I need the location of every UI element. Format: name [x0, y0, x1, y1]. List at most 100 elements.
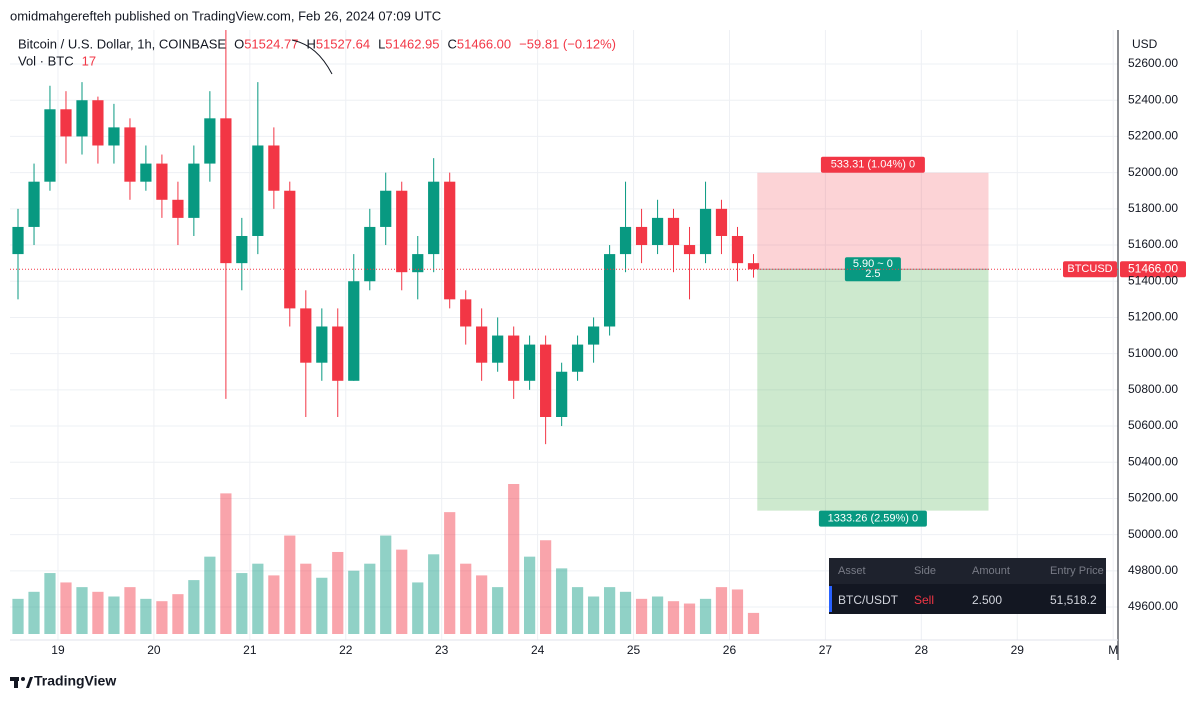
entry-label: 5.90 ~ 0 — [853, 258, 893, 270]
target-label: 1333.26 (2.59%) 0 — [828, 513, 919, 525]
x-tick-label: 26 — [723, 643, 737, 657]
y-tick-label: 51400.00 — [1128, 273, 1178, 287]
candle-body — [492, 335, 504, 363]
candle-body — [635, 226, 648, 246]
table-cell: 51,518.2 — [1050, 593, 1097, 607]
stop-label: 533.31 (1.04%) 0 — [831, 159, 915, 171]
table-header: Entry Price — [1050, 565, 1104, 577]
volume-bar — [364, 563, 376, 634]
candle-body — [188, 163, 200, 218]
ohlc-value: 51527.64 — [316, 36, 370, 51]
volume-bar — [556, 568, 568, 634]
volume-bar — [284, 535, 296, 634]
ohlc-value: 51466.00 — [457, 36, 511, 51]
entry-label-box — [844, 257, 901, 282]
header: omidmahgerefteh published on TradingView… — [10, 8, 441, 23]
symbol-legend: Bitcoin / U.S. Dollar, 1h, COINBASE — [18, 36, 226, 51]
volume-bar — [587, 596, 600, 634]
volume-bar — [12, 598, 24, 634]
candle-body — [476, 326, 488, 363]
volume-bar — [108, 596, 120, 634]
y-tick-label: 52400.00 — [1128, 92, 1178, 106]
row-accent — [829, 586, 832, 612]
candle-body — [651, 217, 664, 246]
x-tick-label: 20 — [147, 643, 161, 657]
candle-body — [60, 109, 72, 137]
table-header: Asset — [838, 565, 866, 577]
currency: USD — [1132, 37, 1158, 51]
symbol-tag: BTCUSD — [1067, 263, 1112, 275]
ohlc-key: L — [378, 36, 385, 51]
candle-body — [524, 344, 536, 381]
y-tick-label: 50600.00 — [1128, 418, 1178, 432]
volume-bar — [220, 493, 232, 634]
volume-bar — [508, 484, 520, 634]
candle-body — [44, 109, 56, 182]
table-header: Side — [914, 565, 936, 577]
x-tick-label: 22 — [339, 643, 353, 657]
candle-body — [364, 226, 376, 282]
candle-body — [571, 344, 584, 372]
volume-bar — [635, 598, 648, 634]
y-tick-label: 51000.00 — [1128, 346, 1178, 360]
volume-bar — [460, 563, 472, 634]
candle-body — [172, 199, 184, 218]
y-tick-label: 52000.00 — [1128, 165, 1178, 179]
volume-bar — [667, 601, 680, 634]
candle-body — [540, 344, 552, 417]
candle-body — [508, 335, 520, 381]
volume-bar — [604, 587, 616, 634]
volume-bar — [60, 582, 72, 634]
candle-body — [300, 308, 312, 363]
volume-bar — [76, 587, 88, 634]
change-value: −59.81 (−0.12%) — [519, 36, 616, 51]
table-cell: Sell — [914, 593, 934, 607]
volume-bar — [396, 549, 408, 634]
candle-body — [428, 181, 440, 255]
y-tick-label: 51600.00 — [1128, 237, 1178, 251]
candle-body — [348, 281, 360, 381]
x-tick-label: 28 — [915, 643, 929, 657]
volume-bar — [28, 591, 40, 634]
candle-body — [316, 326, 328, 363]
volume-bar — [571, 587, 584, 634]
candle-body — [156, 163, 168, 200]
volume-bar — [332, 551, 344, 634]
candle-body — [715, 208, 728, 236]
candle-body — [140, 163, 152, 182]
table-header-bg — [829, 558, 1106, 584]
candle-body — [124, 127, 136, 182]
table-cell: BTC/USDT — [838, 593, 899, 607]
price-tag-box — [1120, 261, 1186, 278]
candle-body — [556, 371, 568, 417]
candle-body — [284, 190, 296, 309]
volume-bar — [316, 577, 328, 634]
volume-bar — [204, 556, 216, 634]
candle-body — [236, 235, 248, 264]
y-tick-label: 50800.00 — [1128, 382, 1178, 396]
candle-body — [460, 299, 472, 327]
candle-body — [268, 145, 280, 191]
candle-body — [204, 118, 216, 164]
volume-bar — [683, 603, 696, 634]
candle-body — [380, 190, 392, 227]
stop-label-box — [820, 156, 925, 173]
candle-body — [619, 226, 632, 255]
ohlc-value: 51524.77 — [244, 36, 298, 51]
x-tick-label: 24 — [531, 643, 545, 657]
volume-bar — [699, 598, 712, 634]
volume-bar — [428, 554, 440, 634]
candle-body — [683, 245, 696, 255]
volume-bar — [619, 591, 632, 634]
logo: TradingView — [10, 673, 116, 689]
x-tick-label: 23 — [435, 643, 449, 657]
volume-bar — [747, 612, 760, 634]
volume-legend: Vol · BTC — [18, 53, 74, 68]
volume-bar — [236, 573, 248, 634]
plot-area — [12, 30, 760, 634]
volume-bar — [172, 594, 184, 634]
volume-bar — [540, 540, 552, 634]
volume-legend-value: 17 — [82, 53, 96, 68]
volume-bar — [268, 575, 280, 634]
y-tick-label: 52600.00 — [1128, 56, 1178, 70]
